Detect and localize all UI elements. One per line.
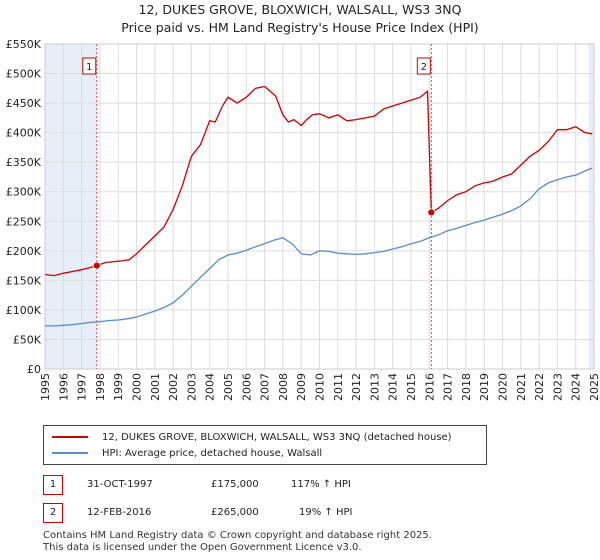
x-tick-label: 1996 [57,373,70,401]
x-tick-label: 2004 [204,373,217,401]
x-tick-label: 1995 [39,373,52,401]
legend-hpi-label: HPI: Average price, detached house, Wals… [102,447,323,459]
x-tick-label: 1999 [112,373,125,401]
transaction-date: 31-OCT-1997 [87,479,153,490]
x-tick-label: 2025 [588,373,600,401]
y-tick-label: £450K [6,97,42,110]
x-tick-label: 2016 [423,373,436,401]
x-tick-label: 2010 [314,373,327,401]
y-tick-label: £0 [27,363,41,376]
shaded-region [588,44,594,369]
x-tick-label: 2008 [277,373,290,401]
x-tick-label: 2022 [533,373,546,401]
footer-line2: This data is licensed under the Open Gov… [43,542,362,553]
legend-price-swatch [52,436,88,438]
x-tick-label: 2002 [167,373,180,401]
marker-label: 2 [421,62,427,73]
x-tick-label: 2019 [478,373,491,401]
transaction-hpi: 117% ↑ HPI [291,479,351,490]
x-tick-label: 2020 [497,373,510,401]
transaction-date: 12-FEB-2016 [87,507,152,518]
x-tick-label: 2009 [295,373,308,401]
x-tick-label: 2023 [551,373,564,401]
x-tick-label: 1998 [94,373,107,401]
footer: Contains HM Land Registry data © Crown c… [43,530,432,554]
y-tick-label: £100K [6,304,42,317]
y-tick-label: £250K [6,215,42,228]
chart-title-line2: Price paid vs. HM Land Registry's House … [121,20,479,35]
marker-label: 1 [86,62,92,73]
x-tick-label: 2018 [460,373,473,401]
legend: 12, DUKES GROVE, BLOXWICH, WALSALL, WS3 … [43,425,487,465]
sale-point [92,261,101,270]
x-tick-label: 2013 [368,373,381,401]
plot-border [44,43,595,370]
transaction-badge: 2 [43,503,63,523]
x-tick-label: 1997 [76,373,89,401]
legend-hpi-swatch [52,452,88,454]
x-tick-label: 2014 [387,373,400,401]
x-tick-label: 2011 [332,373,345,401]
y-tick-label: £200K [6,245,42,258]
sale-point [427,208,436,217]
y-tick-label: £400K [6,127,42,140]
shaded-region [45,44,97,369]
price-chart: £0 £50K £100K £150K £200K £250K £300K £350K £400… [6,38,600,401]
y-tick-label: £350K [6,156,42,169]
chart-title-line1: 12, DUKES GROVE, BLOXWICH, WALSALL, WS3 … [138,2,462,17]
y-tick-label: £300K [6,186,42,199]
x-tick-label: 2000 [131,373,144,401]
y-tick-label: £500K [6,68,42,81]
series-line [44,85,593,277]
y-tick-label: £50K [13,333,42,346]
x-tick-label: 2012 [350,373,363,401]
marker-label-box [82,57,97,75]
marker-label-box [416,57,431,75]
x-tick-label: 2007 [259,373,272,401]
legend-item-hpi: HPI: Average price, detached house, Wals… [52,445,322,461]
y-tick-label: £550K [6,38,42,51]
x-tick-label: 2001 [149,373,162,401]
y-tick-label: £150K [6,274,42,287]
x-tick-label: 2006 [240,373,253,401]
legend-item-price: 12, DUKES GROVE, BLOXWICH, WALSALL, WS3 … [52,429,452,445]
x-tick-label: 2017 [442,373,455,401]
transaction-hpi: 19% ↑ HPI [299,507,353,518]
x-tick-label: 2024 [570,373,583,401]
transaction-badge: 1 [43,475,63,495]
transaction-price: £175,000 [211,479,259,490]
footer-line1: Contains HM Land Registry data © Crown c… [43,530,432,541]
x-tick-label: 2003 [185,373,198,401]
series-line [45,167,593,327]
legend-price-label: 12, DUKES GROVE, BLOXWICH, WALSALL, WS3 … [102,431,452,443]
x-tick-label: 2021 [515,373,528,401]
transaction-price: £265,000 [211,507,259,518]
x-tick-label: 2015 [405,373,418,401]
x-tick-label: 2005 [222,373,235,401]
